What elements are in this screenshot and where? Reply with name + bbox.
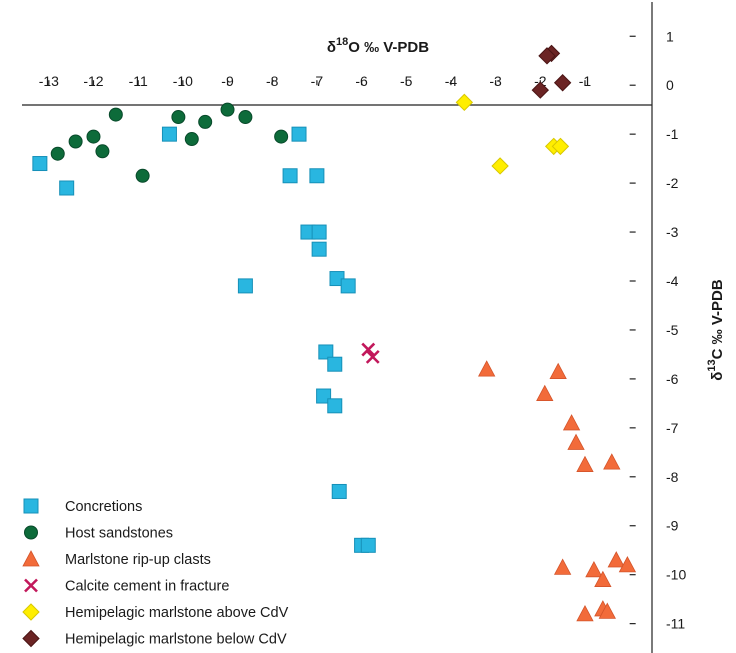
point-host-sandstones	[274, 129, 289, 144]
point-marlstone-rip-up-clasts	[603, 453, 621, 470]
y-tick-label: 0	[666, 77, 674, 93]
point-host-sandstones	[50, 146, 65, 161]
point-hemipelagic-marlstone-below-cdv	[531, 81, 550, 99]
point-marlstone-rip-up-clasts	[553, 558, 572, 575]
point-host-sandstones	[198, 114, 213, 129]
point-concretions	[237, 278, 253, 294]
point-host-sandstones	[184, 132, 199, 147]
point-concretions	[311, 241, 327, 257]
point-marlstone-rip-up-clasts	[594, 570, 612, 587]
x-ticks: -13 -12 -11 -10 -9 -8 -7 -6 -5 -4 -3 -2 -1	[39, 73, 592, 89]
point-concretions	[282, 168, 298, 184]
point-hemipelagic-marlstone-below-cdv	[553, 74, 572, 92]
point-concretions	[311, 224, 327, 240]
point-hemipelagic-marlstone-above-cdv	[551, 137, 570, 156]
legend-marker	[22, 603, 40, 621]
legend-marker	[23, 498, 39, 514]
y-tick-label: -9	[666, 518, 679, 534]
point-marlstone-rip-up-clasts	[562, 414, 581, 431]
y-tick-label: -10	[666, 567, 686, 583]
point-marlstone-rip-up-clasts	[598, 602, 616, 619]
x-axis-title: δ18O ‰ V-PDB	[327, 36, 429, 56]
x-tick-label: -6	[355, 73, 368, 89]
legend: Concretions Host sandstones Marlstone rip-…	[22, 498, 289, 648]
point-calcite-cement-in-fracture	[365, 349, 380, 364]
point-host-sandstones	[135, 168, 150, 183]
x-tick-label: -5	[400, 73, 413, 89]
legend-label: Hemipelagic marlstone below CdV	[65, 632, 287, 648]
point-concretions	[327, 356, 343, 372]
point-concretions	[32, 156, 48, 172]
y-tick-label: -3	[666, 224, 679, 240]
axes: -13 -12 -11 -10 -9 -8 -7 -6 -5 -4 -3 -2 -1 10-1-2-3-…	[22, 2, 686, 653]
y-axis-title: δ13C ‰ V-PDB	[706, 279, 726, 381]
x-tick-label: -13	[39, 73, 59, 89]
point-concretions	[331, 483, 347, 499]
legend-marker	[22, 629, 40, 648]
point-host-sandstones	[95, 144, 110, 159]
x-tick-label: -11	[129, 73, 148, 89]
legend-marker	[22, 550, 40, 567]
point-host-sandstones	[220, 102, 235, 117]
y-tick-label: -2	[666, 175, 679, 191]
x-tick-label: -7	[311, 73, 324, 89]
point-concretions	[360, 537, 376, 553]
legend-label: Hemipelagic marlstone above CdV	[65, 605, 289, 621]
point-concretions	[318, 344, 334, 360]
y-tick-label: -5	[666, 322, 679, 338]
point-calcite-cement-in-fracture	[361, 342, 376, 357]
point-hemipelagic-marlstone-above-cdv	[491, 157, 509, 175]
point-marlstone-rip-up-clasts	[618, 556, 637, 573]
y-tick-label: -4	[666, 273, 679, 289]
point-concretions	[316, 388, 332, 404]
point-host-sandstones	[68, 134, 83, 149]
legend-label: Marlstone rip-up clasts	[65, 552, 211, 568]
legend-label: Calcite cement in fracture	[65, 579, 229, 595]
legend-marker	[24, 525, 38, 540]
y-tick-label: -11	[666, 616, 685, 632]
point-host-sandstones	[238, 110, 253, 125]
y-ticks: 1 0 -1 -2 -3 -4 -5 -6 -7 -8 -9 -10 -11	[629, 28, 686, 632]
legend-label: Concretions	[65, 499, 142, 515]
x-tick-label: -1	[579, 73, 592, 89]
point-concretions	[340, 278, 356, 294]
point-host-sandstones	[108, 107, 123, 122]
y-tick-label: -8	[666, 469, 679, 485]
point-concretions	[291, 126, 307, 142]
point-concretions	[309, 168, 325, 184]
point-host-sandstones	[171, 110, 186, 125]
legend-label: Host sandstones	[65, 526, 173, 542]
point-marlstone-rip-up-clasts	[607, 551, 625, 568]
point-concretions	[161, 126, 177, 142]
y-tick-label: -6	[666, 371, 679, 387]
point-hemipelagic-marlstone-below-cdv	[538, 47, 556, 65]
y-tick-label: -7	[666, 420, 679, 436]
x-tick-label: -3	[489, 73, 502, 89]
data-points	[32, 44, 637, 622]
point-marlstone-rip-up-clasts	[567, 433, 585, 450]
point-hemipelagic-marlstone-above-cdv	[455, 93, 474, 112]
y-tick-label: -1	[666, 126, 679, 142]
legend-marker	[24, 578, 38, 593]
x-tick-label: -12	[83, 73, 103, 89]
point-marlstone-rip-up-clasts	[536, 384, 554, 401]
y-tick-label: 1	[666, 28, 674, 44]
point-marlstone-rip-up-clasts	[549, 362, 567, 379]
point-marlstone-rip-up-clasts	[576, 455, 594, 472]
x-tick-label: -10	[173, 73, 193, 89]
x-tick-label: -9	[221, 73, 234, 89]
x-tick-label: -4	[445, 73, 458, 89]
point-marlstone-rip-up-clasts	[585, 560, 603, 578]
x-tick-label: -8	[266, 73, 279, 89]
point-marlstone-rip-up-clasts	[576, 604, 594, 622]
point-host-sandstones	[86, 129, 101, 144]
point-concretions	[59, 180, 75, 196]
point-marlstone-rip-up-clasts	[478, 360, 496, 377]
point-concretions	[327, 398, 343, 414]
